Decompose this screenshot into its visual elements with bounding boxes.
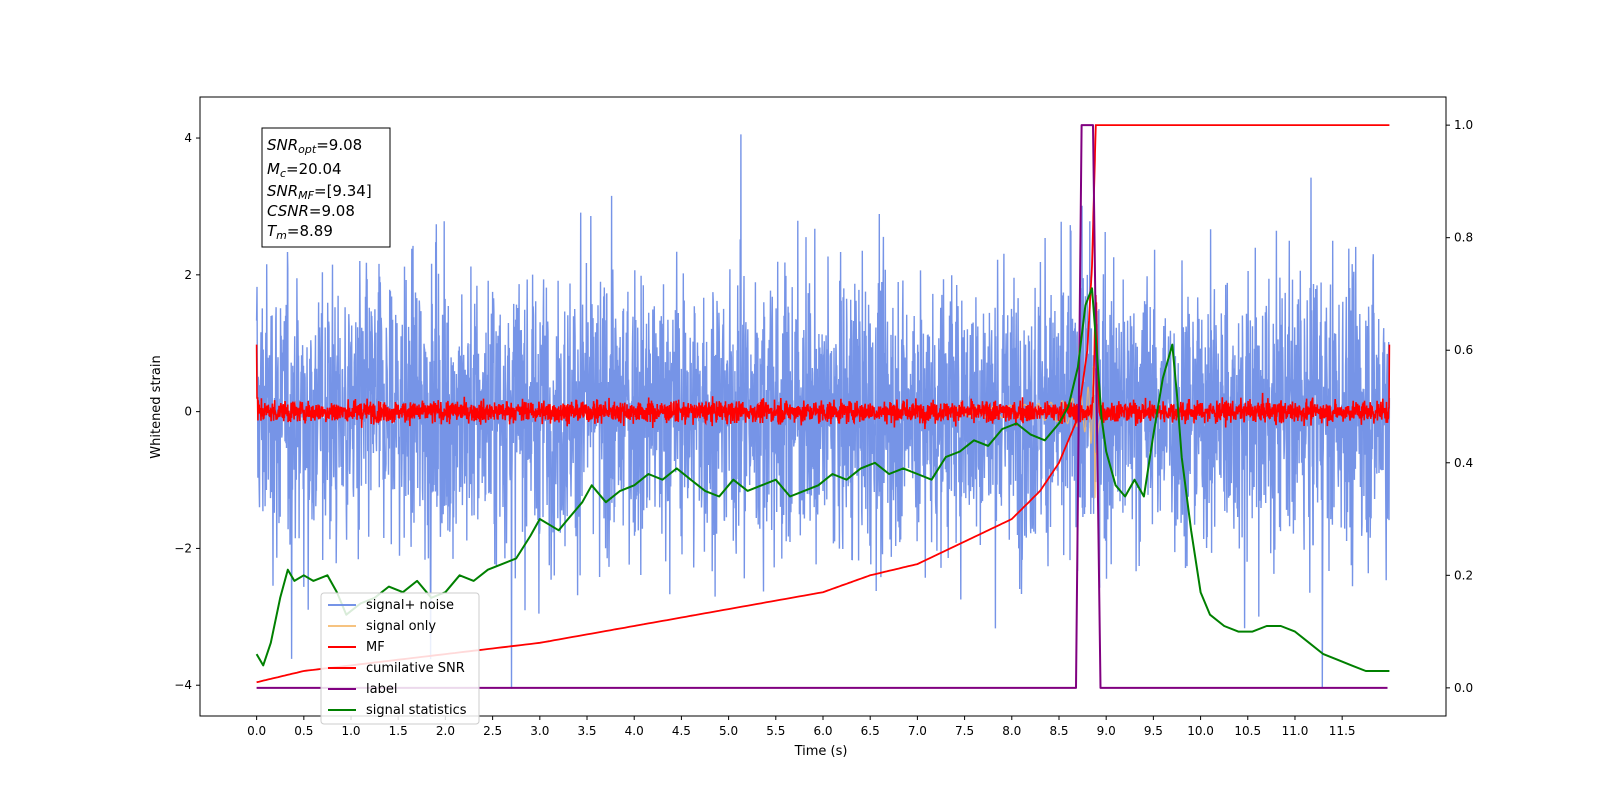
info-csnr: CSNR=9.08: [267, 202, 355, 220]
x-tick-label-7: 3.5: [577, 724, 596, 738]
x-tick-label-18: 9.0: [1097, 724, 1116, 738]
y-left-tick-label-1: −2: [174, 541, 192, 555]
x-tick-label-15: 7.5: [955, 724, 974, 738]
info-box: SNRopt=9.08 Mc=20.04 SNRMF=[9.34] CSNR=9…: [261, 127, 391, 248]
x-tick-label-23: 11.5: [1329, 724, 1356, 738]
y-axis-left: −4 −2 0 2 4: [174, 131, 200, 692]
y-left-tick-label-0: −4: [174, 678, 192, 692]
legend-label-1: signal only: [366, 619, 436, 634]
x-tick-label-8: 4.0: [625, 724, 644, 738]
info-box-frame: [261, 127, 391, 248]
y-right-tick-label-0: 0.0: [1454, 681, 1473, 695]
legend: signal+ noise signal only MF cumilative SNR…: [320, 592, 480, 725]
x-tick-label-14: 7.0: [908, 724, 927, 738]
series-label-line: [256, 124, 1388, 689]
info-tm: Tm=8.89: [267, 222, 333, 242]
legend-label-5: signal statistics: [366, 703, 467, 718]
x-tick-label-1: 0.5: [294, 724, 313, 738]
x-tick-label-9: 4.5: [672, 724, 691, 738]
series-signal-statistics-line: [255, 287, 1390, 672]
x-tick-label-5: 2.5: [483, 724, 502, 738]
series-signal-noise-line: [255, 134, 1391, 689]
x-tick-label-13: 6.5: [861, 724, 880, 738]
info-mc: Mc=20.04: [267, 160, 342, 180]
y-right-tick-label-5: 1.0: [1454, 118, 1473, 132]
x-tick-label-17: 8.5: [1049, 724, 1068, 738]
x-tick-label-19: 9.5: [1144, 724, 1163, 738]
x-tick-label-3: 1.5: [389, 724, 408, 738]
x-tick-label-12: 6.0: [813, 724, 832, 738]
y-axis-label: Whitened strain: [149, 355, 164, 458]
x-tick-label-16: 8.0: [1002, 724, 1021, 738]
series-mf-line: [255, 294, 1391, 430]
legend-label-3: cumilative SNR: [366, 661, 465, 676]
x-tick-label-11: 5.5: [766, 724, 785, 738]
info-snr-opt: SNRopt=9.08: [267, 136, 362, 156]
y-left-tick-label-2: 0: [184, 405, 192, 419]
x-tick-label-20: 10.0: [1187, 724, 1214, 738]
legend-label-2: MF: [366, 640, 385, 655]
y-axis-right: 0.0 0.2 0.4 0.6 0.8 1.0: [1446, 118, 1473, 695]
x-tick-label-6: 3.0: [530, 724, 549, 738]
y-left-tick-label-3: 2: [184, 268, 192, 282]
y-right-tick-label-2: 0.4: [1454, 456, 1473, 470]
x-tick-label-0: 0.0: [247, 724, 266, 738]
y-left-tick-label-4: 4: [184, 131, 192, 145]
y-right-tick-label-1: 0.2: [1454, 568, 1473, 582]
x-tick-label-22: 11.0: [1282, 724, 1309, 738]
x-tick-label-10: 5.0: [719, 724, 738, 738]
legend-frame: [320, 592, 480, 725]
legend-items: signal+ noise signal only MF cumilative SNR…: [328, 598, 467, 718]
x-tick-label-4: 2.0: [436, 724, 455, 738]
y-right-tick-label-3: 0.6: [1454, 343, 1473, 357]
info-snr-mf: SNRMF=[9.34]: [267, 182, 372, 202]
x-tick-label-21: 10.5: [1234, 724, 1261, 738]
legend-label-0: signal+ noise: [366, 598, 454, 613]
x-axis: 0.0 0.5 1.0 1.5 2.0 2.5 3.0 3.5 4.0 4.5 5.0 5.5 6.0 6…: [247, 716, 1356, 738]
x-tick-label-2: 1.0: [341, 724, 360, 738]
y-right-tick-label-4: 0.8: [1454, 231, 1473, 245]
legend-label-4: label: [366, 682, 397, 697]
x-axis-label: Time (s): [794, 744, 848, 759]
